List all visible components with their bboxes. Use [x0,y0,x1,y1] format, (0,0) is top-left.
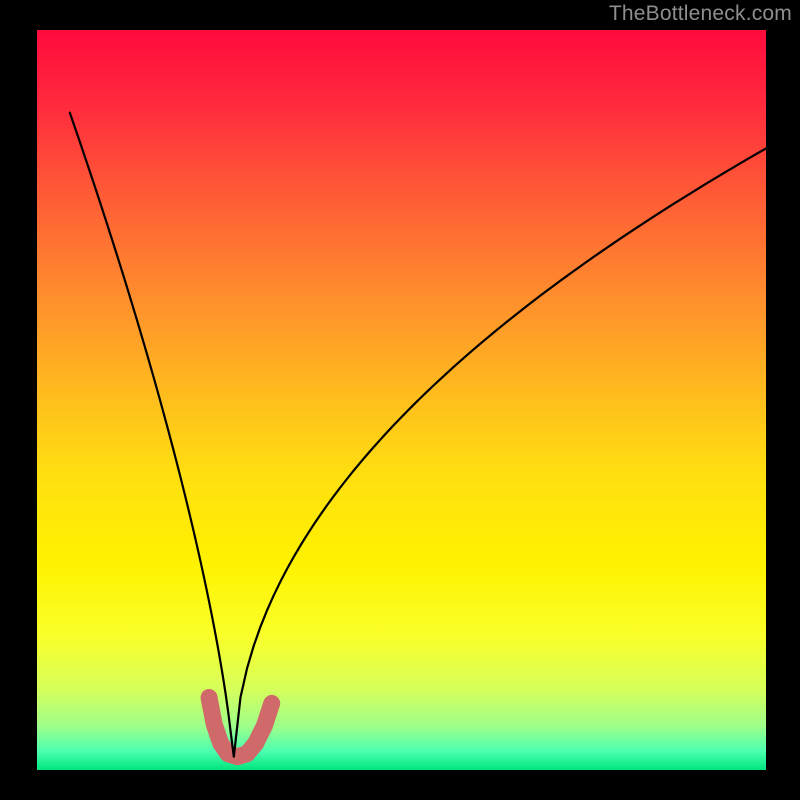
chart-container: TheBottleneck.com [0,0,800,800]
watermark-text: TheBottleneck.com [609,2,792,26]
plot-area [37,30,766,770]
bottleneck-curve [37,30,766,770]
